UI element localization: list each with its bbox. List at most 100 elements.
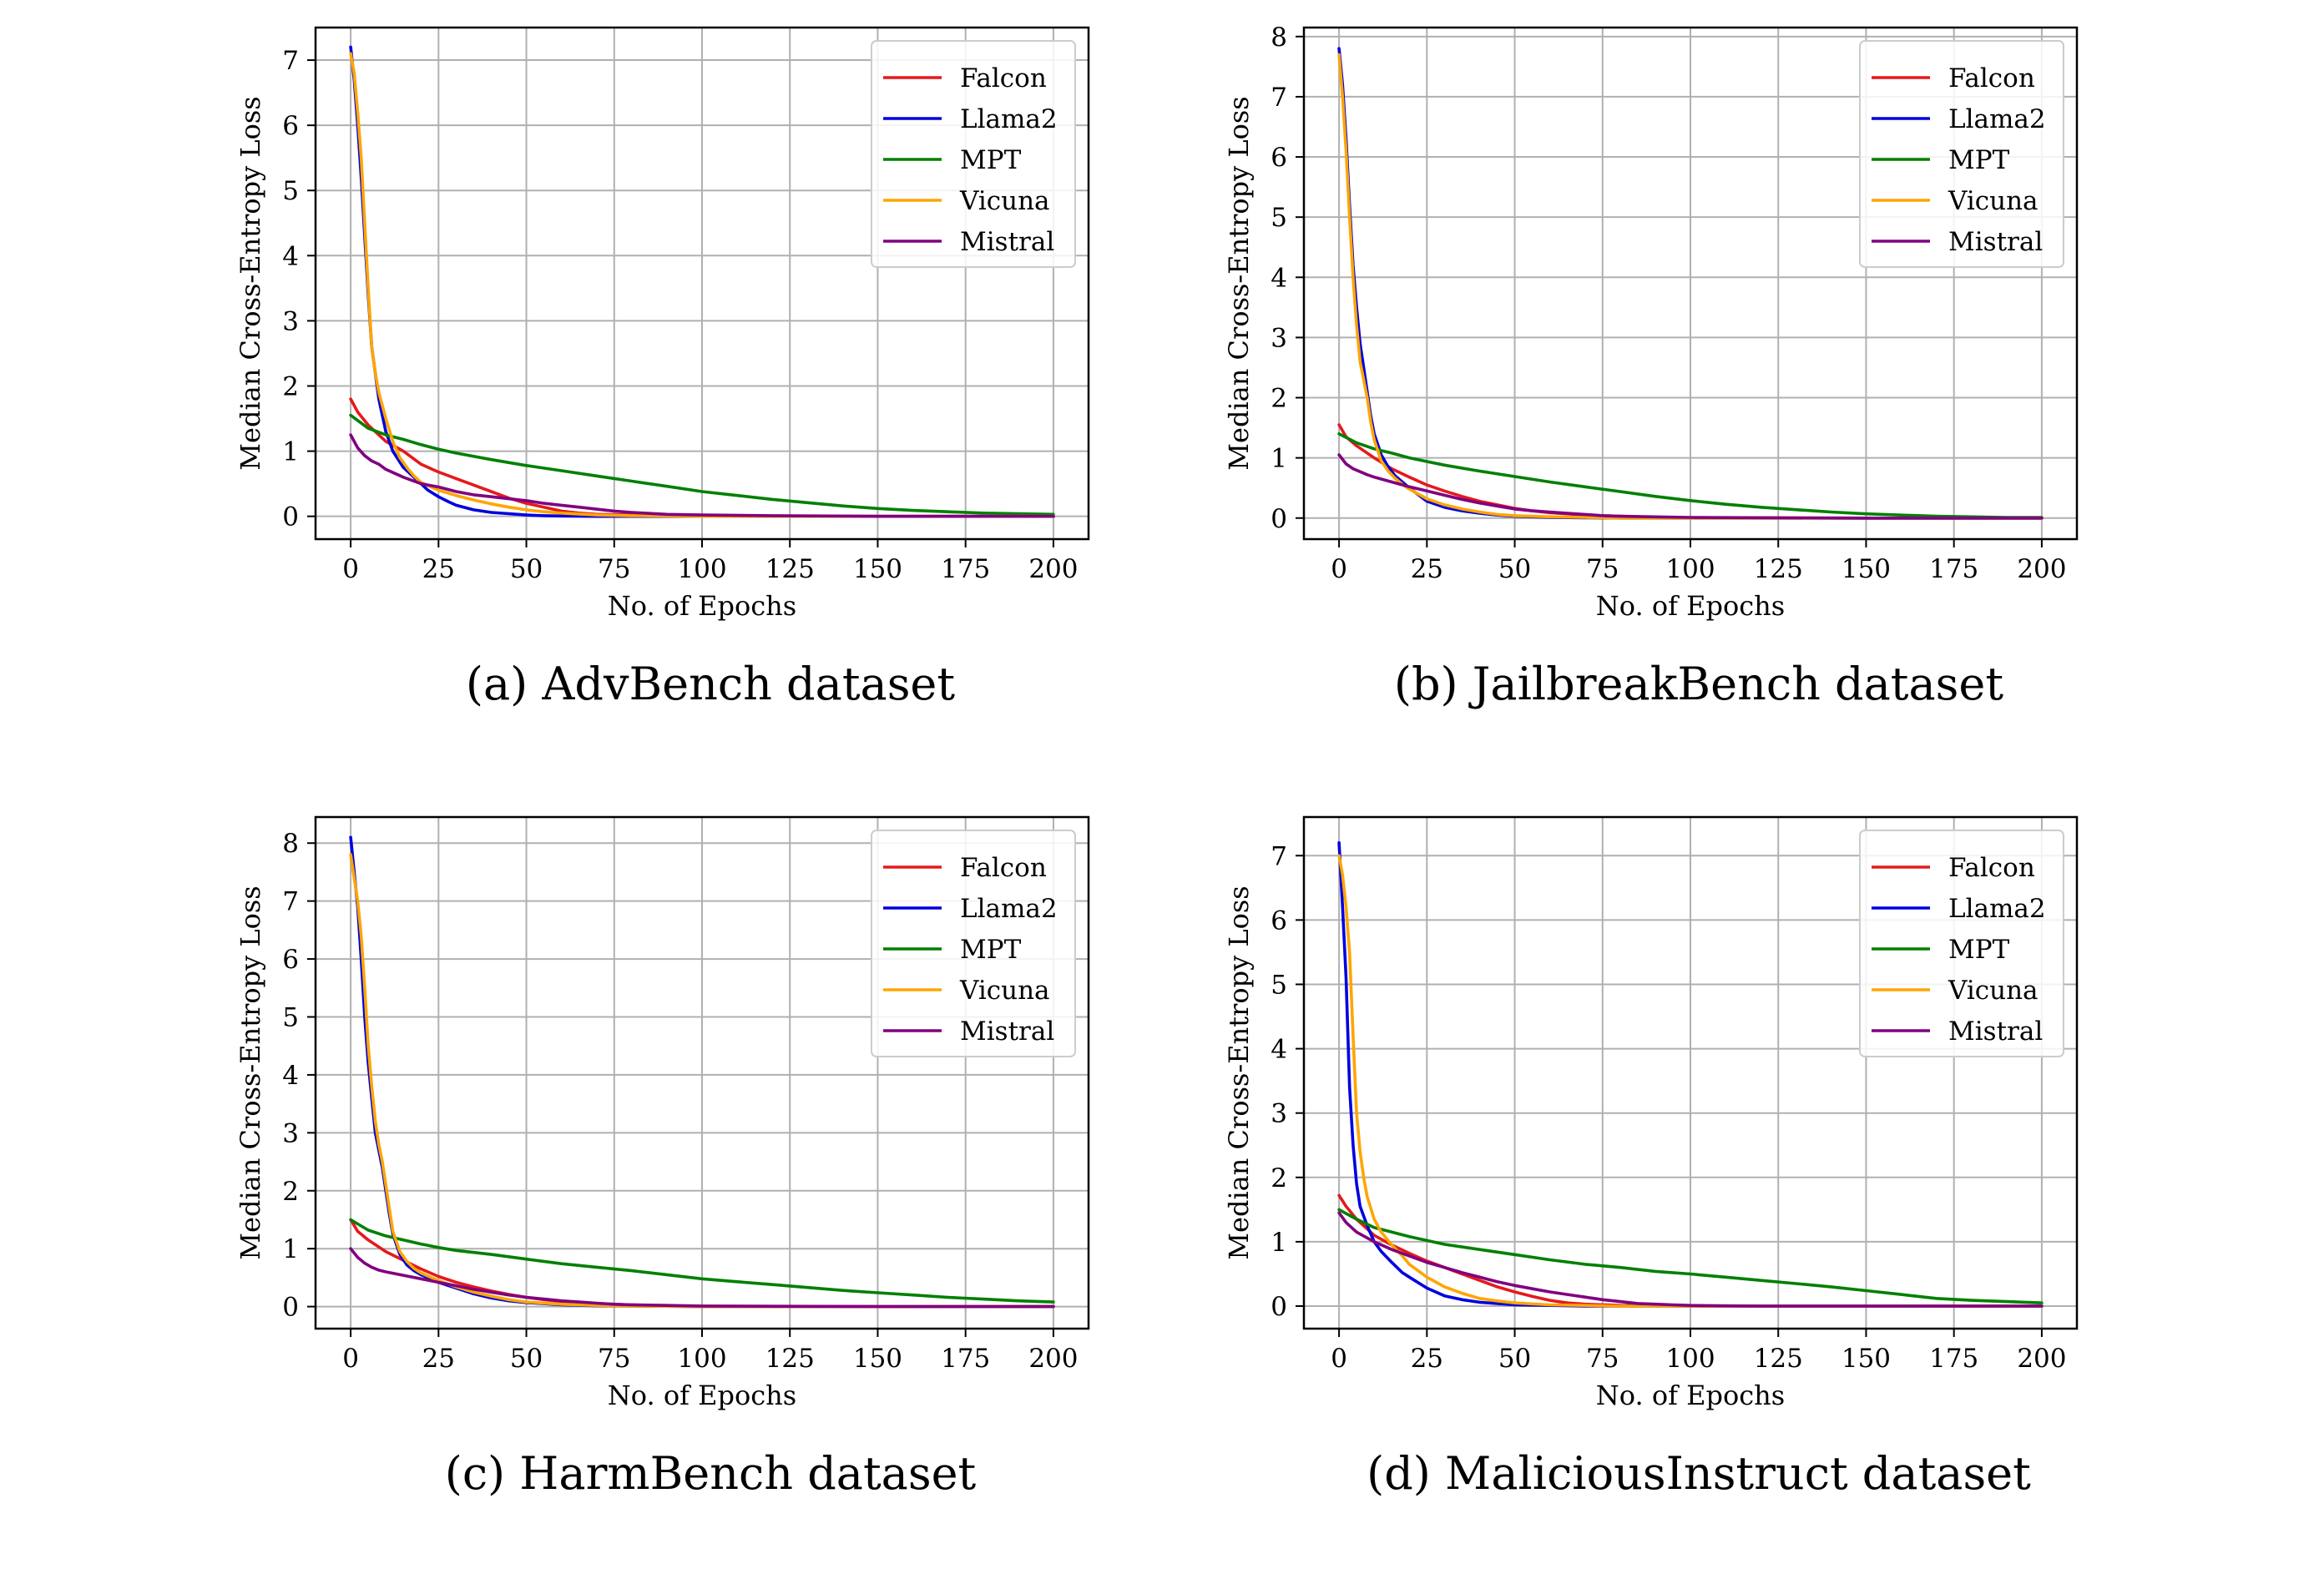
x-tick-label: 125 bbox=[1754, 1344, 1803, 1374]
y-tick-label: 4 bbox=[1271, 263, 1287, 293]
series-line-vicuna bbox=[349, 52, 1055, 518]
legend: Falcon Llama2 MPT Vicuna Mistral bbox=[871, 40, 1076, 268]
y-tick-label: 6 bbox=[1271, 143, 1287, 173]
x-tick-label: 150 bbox=[853, 1344, 902, 1374]
legend-label-vicuna: Vicuna bbox=[1948, 976, 2039, 1006]
x-tick-label: 25 bbox=[1411, 1344, 1443, 1374]
legend-label-vicuna: Vicuna bbox=[1948, 186, 2039, 216]
subfigure-caption: (b) JailbreakBench dataset bbox=[1394, 658, 2003, 710]
legend-box bbox=[1859, 40, 2064, 268]
series-line-mpt bbox=[1337, 432, 2044, 519]
y-tick-label: 3 bbox=[282, 1118, 299, 1148]
y-tick-label: 1 bbox=[1271, 444, 1287, 474]
y-tick-label: 0 bbox=[1271, 504, 1287, 534]
y-tick-label: 4 bbox=[282, 241, 299, 271]
series-line-vicuna bbox=[1337, 53, 2044, 520]
y-tick-label: 6 bbox=[1271, 906, 1287, 936]
x-tick-label: 0 bbox=[342, 554, 359, 584]
x-tick-label: 50 bbox=[1498, 554, 1531, 584]
x-axis-label: No. of Epochs bbox=[608, 1380, 796, 1411]
x-tick-label: 75 bbox=[598, 1344, 630, 1374]
legend-label-llama2: Llama2 bbox=[1948, 104, 2046, 134]
y-tick-label: 7 bbox=[1271, 841, 1287, 871]
y-tick-label: 5 bbox=[282, 176, 299, 206]
x-tick-label: 175 bbox=[1929, 554, 1978, 584]
y-tick-label: 0 bbox=[282, 502, 299, 532]
series-line-mistral bbox=[349, 1247, 1055, 1309]
x-tick-label: 50 bbox=[510, 554, 543, 584]
x-tick-label: 150 bbox=[1842, 1344, 1891, 1374]
x-tick-label: 0 bbox=[1331, 1344, 1347, 1374]
y-tick-label: 4 bbox=[282, 1061, 299, 1091]
x-tick-label: 200 bbox=[2017, 554, 2066, 584]
y-tick-label: 7 bbox=[282, 46, 299, 76]
y-axis-label: Median Cross-Entropy Loss bbox=[235, 885, 266, 1259]
x-tick-label: 125 bbox=[1754, 554, 1803, 584]
legend-label-mistral: Mistral bbox=[1948, 1017, 2043, 1047]
x-tick-label: 75 bbox=[1586, 1344, 1619, 1374]
legend-label-mistral: Mistral bbox=[960, 227, 1054, 257]
y-tick-label: 8 bbox=[1271, 23, 1287, 53]
y-tick-label: 5 bbox=[1271, 203, 1287, 233]
x-tick-label: 25 bbox=[422, 554, 455, 584]
legend-label-vicuna: Vicuna bbox=[959, 186, 1050, 216]
y-tick-label: 3 bbox=[282, 306, 299, 336]
legend: Falcon Llama2 MPT Vicuna Mistral bbox=[871, 830, 1076, 1057]
legend: Falcon Llama2 MPT Vicuna Mistral bbox=[1859, 830, 2064, 1057]
x-tick-label: 50 bbox=[510, 1344, 543, 1374]
series-line-mpt bbox=[349, 1218, 1055, 1304]
series-line-mpt bbox=[1337, 1208, 2044, 1304]
x-tick-label: 75 bbox=[598, 554, 630, 584]
x-tick-label: 150 bbox=[853, 554, 902, 584]
x-tick-label: 25 bbox=[1411, 554, 1443, 584]
x-tick-label: 0 bbox=[342, 1344, 359, 1374]
legend-label-llama2: Llama2 bbox=[1948, 894, 2046, 924]
legend-label-llama2: Llama2 bbox=[960, 104, 1058, 134]
legend-box bbox=[871, 830, 1076, 1057]
x-tick-label: 125 bbox=[765, 1344, 815, 1374]
legend-box bbox=[1859, 830, 2064, 1057]
x-tick-label: 175 bbox=[941, 1344, 990, 1374]
legend-label-falcon: Falcon bbox=[1948, 63, 2035, 93]
legend-label-mpt: MPT bbox=[1948, 935, 2010, 965]
legend-box bbox=[871, 40, 1076, 268]
x-tick-label: 0 bbox=[1331, 554, 1347, 584]
y-tick-label: 5 bbox=[282, 1003, 299, 1033]
series-line-mistral bbox=[349, 433, 1055, 518]
series-line-vicuna bbox=[349, 853, 1055, 1309]
x-tick-label: 50 bbox=[1498, 1344, 1531, 1374]
x-tick-label: 75 bbox=[1586, 554, 1619, 584]
x-tick-label: 175 bbox=[941, 554, 990, 584]
y-tick-label: 7 bbox=[1271, 83, 1287, 113]
y-axis-label: Median Cross-Entropy Loss bbox=[1223, 885, 1255, 1259]
legend: Falcon Llama2 MPT Vicuna Mistral bbox=[1859, 40, 2064, 268]
y-tick-label: 3 bbox=[1271, 323, 1287, 353]
x-tick-label: 100 bbox=[677, 1344, 726, 1374]
y-tick-label: 4 bbox=[1271, 1035, 1287, 1065]
x-tick-label: 150 bbox=[1842, 554, 1891, 584]
series-line-vicuna bbox=[1337, 854, 2044, 1308]
x-tick-label: 200 bbox=[2017, 1344, 2066, 1374]
x-axis-label: No. of Epochs bbox=[1596, 1380, 1785, 1411]
x-tick-label: 100 bbox=[1665, 554, 1715, 584]
legend-label-mistral: Mistral bbox=[1948, 227, 2043, 257]
panel-advbench: 0 25 50 75 100 125 150 175 200 0 1 2 3 4 5 6 7 No. of Epo… bbox=[235, 26, 1090, 710]
series-line-mpt bbox=[349, 413, 1055, 517]
panel-harmbench: 0 25 50 75 100 125 150 175 200 0 1 2 3 4 5 6 7 8 No. of Ep… bbox=[235, 815, 1090, 1500]
legend-label-falcon: Falcon bbox=[960, 63, 1047, 93]
legend-label-mpt: MPT bbox=[1948, 145, 2010, 175]
x-tick-label: 175 bbox=[1929, 1344, 1978, 1374]
y-tick-label: 6 bbox=[282, 111, 299, 141]
legend-label-mistral: Mistral bbox=[960, 1017, 1054, 1047]
y-tick-label: 3 bbox=[1271, 1099, 1287, 1129]
series-line-mistral bbox=[1337, 1211, 2044, 1308]
y-tick-label: 1 bbox=[1271, 1228, 1287, 1258]
y-tick-label: 1 bbox=[282, 1234, 299, 1264]
y-tick-label: 1 bbox=[282, 437, 299, 467]
subfigure-caption: (a) AdvBench dataset bbox=[466, 658, 955, 710]
y-tick-label: 6 bbox=[282, 945, 299, 975]
y-tick-label: 2 bbox=[282, 1177, 299, 1207]
x-tick-label: 100 bbox=[677, 554, 726, 584]
x-tick-label: 200 bbox=[1028, 554, 1078, 584]
